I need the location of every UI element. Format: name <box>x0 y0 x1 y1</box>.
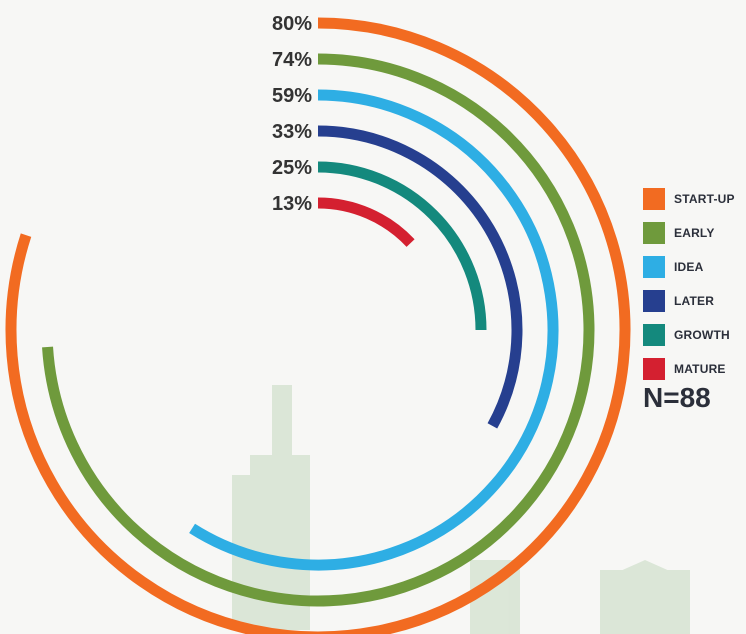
legend-label: IDEA <box>674 260 704 274</box>
value-label-mature: 13% <box>272 193 312 215</box>
value-label-growth: 25% <box>272 157 312 179</box>
arc-start-up <box>5 17 631 634</box>
legend-swatch <box>643 222 665 244</box>
arcs-group <box>5 17 631 634</box>
legend-item-start-up: START-UP <box>643 182 746 216</box>
value-label-start-up: 80% <box>272 13 312 35</box>
legend-item-growth: GROWTH <box>643 318 746 352</box>
value-label-early: 74% <box>272 49 312 71</box>
legend-swatch <box>643 324 665 346</box>
legend-item-idea: IDEA <box>643 250 746 284</box>
value-label-later: 33% <box>272 121 312 143</box>
legend-swatch <box>643 358 665 380</box>
arc-growth <box>317 161 487 331</box>
legend: START-UP EARLY IDEA LATER GROWTH MATURE <box>643 182 746 386</box>
legend-swatch <box>643 256 665 278</box>
legend-item-early: EARLY <box>643 216 746 250</box>
arc-idea <box>189 89 559 571</box>
legend-item-mature: MATURE <box>643 352 746 386</box>
labels-group: 80% 74% 59% 33% 25% 13% <box>272 13 312 215</box>
value-label-idea: 59% <box>272 85 312 107</box>
arc-early <box>42 53 595 607</box>
legend-label: EARLY <box>674 226 715 240</box>
sample-size-label: N=88 <box>643 382 711 413</box>
legend-swatch <box>643 290 665 312</box>
legend-label: GROWTH <box>674 328 730 342</box>
arc-mature <box>317 197 415 247</box>
legend-swatch <box>643 188 665 210</box>
arc-later <box>317 125 523 429</box>
legend-label: START-UP <box>674 192 735 206</box>
legend-item-later: LATER <box>643 284 746 318</box>
legend-label: LATER <box>674 294 715 308</box>
legend-label: MATURE <box>674 362 726 376</box>
